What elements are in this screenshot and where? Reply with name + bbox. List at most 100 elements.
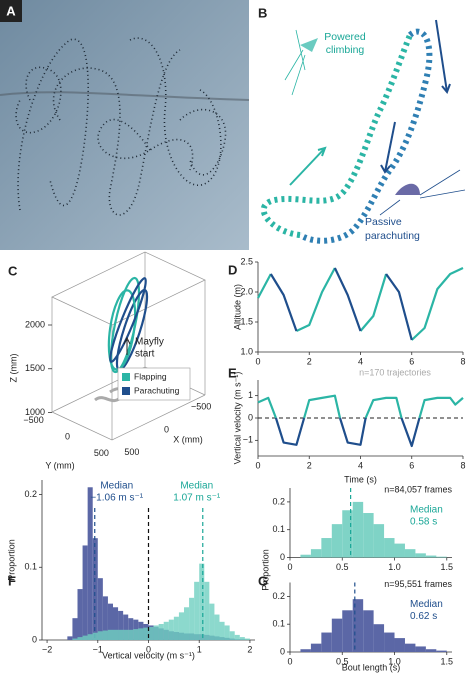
z-tick-label: 1000 [25,407,45,417]
line [257,394,464,419]
panel-label: E [228,365,237,380]
bar [352,501,364,558]
x-tick-label: 4 [358,460,363,470]
bar [82,635,88,640]
bar [436,556,447,558]
annotation: parachuting [365,230,420,242]
y-tick-label: 0 [280,552,285,562]
bar [204,581,210,640]
x-tick-label: 2 [307,356,312,366]
bar [310,549,322,558]
y-tick-label: 0.2 [272,591,285,601]
bar [394,638,405,652]
y-tick-label: 0.1 [272,524,285,534]
bar [331,524,343,558]
panel-label: A [6,3,16,18]
x-tick-label: 1.0 [388,562,401,572]
x-tick-label: 6 [409,356,414,366]
x-tick-label: 6 [409,460,414,470]
photo: A [0,0,250,250]
x-tick-label: 0 [255,460,260,470]
illustration: B Powered climbing Passive parachuting [258,5,466,244]
bar [300,649,311,652]
bar [128,629,134,640]
x-tick-label: 2 [247,644,252,654]
median-label: 1.07 m s⁻¹ [173,493,221,504]
axis-title: X (mm) [173,434,203,444]
x-tick-label: −1 [93,644,103,654]
y-tick-label: 500 [94,448,109,458]
y-tick-label: 0.1 [272,619,285,629]
bar [107,629,113,640]
bar [123,614,129,640]
bar [102,630,108,640]
bar [158,624,164,640]
bar [425,555,437,558]
bar [363,513,374,558]
bar [352,599,364,652]
bar [300,554,311,558]
bar [373,524,385,558]
bar [184,607,190,640]
x-tick-label: 1.0 [388,656,401,666]
bar [123,629,129,640]
bar [72,618,78,640]
bar [107,603,113,640]
bar [189,597,195,640]
x-tick-label: 0.5 [336,562,349,572]
3d-box [51,251,206,441]
y-tick-label: 0.2 [24,489,37,499]
bar [239,637,245,640]
axis-title: Altitude (m) [232,284,242,330]
bar [133,629,139,640]
annotation: climbing [326,44,365,56]
bar [92,538,98,640]
bar [209,603,215,640]
bar [87,487,93,640]
y-tick-label: 0.2 [272,496,285,506]
bar [310,643,322,652]
bar [321,538,332,558]
legend-swatch [122,373,130,381]
annotation: start [135,349,155,360]
bar [77,589,83,640]
z-tick-label: 1500 [25,363,45,373]
y-tick-label: 0 [280,646,285,656]
x-tick-label: 8 [460,356,465,366]
bar [415,553,426,558]
annotation: Mayfly [135,337,164,348]
bar [113,629,119,640]
x-tick-label: 4 [358,356,363,366]
bar [118,610,124,640]
bar [173,616,179,640]
bar [87,634,93,640]
bar [72,638,78,640]
bar [425,649,437,652]
median-label: 0.58 s [410,517,437,528]
median-title: Median [100,481,133,492]
panel-label: D [228,262,237,277]
line [257,267,464,341]
bar [163,621,169,640]
axis-title: Time (s) [344,474,377,484]
axis-title: Y (mm) [45,460,74,470]
axis-title: Vertical velocity (m s⁻¹) [102,650,195,660]
annotation: Powered [324,31,366,43]
legend-label: Parachuting [134,385,180,395]
bar [219,621,225,640]
bar [229,631,235,640]
x-tick-label: 0 [287,656,292,666]
bar [143,627,149,640]
median-title: Median [410,599,443,610]
median-title: Median [180,481,213,492]
bar [138,628,144,640]
y-tick-label: 0 [248,412,253,422]
panel-label: C [8,263,18,278]
annotation: Passive [365,216,402,228]
annotation: n=95,551 frames [384,579,452,589]
y-tick-label: 1 [248,390,253,400]
bar [113,607,119,640]
x-tick-label: 1 [197,644,202,654]
